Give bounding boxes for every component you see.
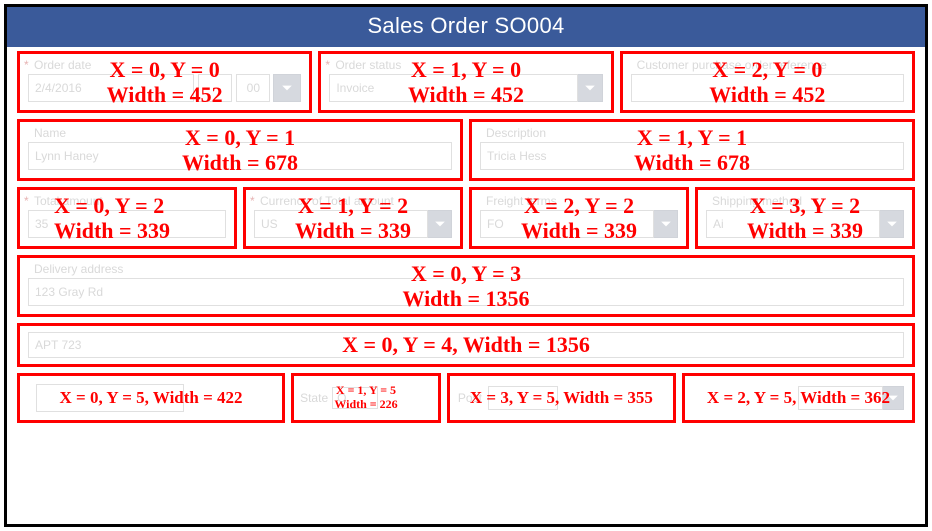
cell-order-status: Order status Invoice X = 1, Y = 0 Width … — [318, 51, 613, 113]
cell-delivery-address: Delivery address 123 Gray Rd X = 0, Y = … — [17, 255, 915, 317]
row-3: Delivery address 123 Gray Rd X = 0, Y = … — [17, 255, 915, 317]
delivery-address-input[interactable]: 123 Gray Rd — [28, 278, 904, 306]
label-order-status: Order status — [335, 58, 602, 72]
cell-customer-ref: Customer purchase order reference X = 2,… — [620, 51, 915, 113]
title-bar: Sales Order SO004 — [7, 7, 925, 47]
chevron-down-icon — [434, 218, 446, 230]
label-postal: Post — [458, 391, 482, 405]
cell-postal: Post X = 3, Y = 5, Width = 355 — [447, 373, 676, 423]
shipping-select[interactable]: Ai — [706, 210, 880, 238]
cell-total-amount: Total amount 35 X = 0, Y = 2 Width = 339 — [17, 187, 237, 249]
currency-select[interactable]: US — [254, 210, 428, 238]
cell-state: State O X = 1, Y = 5 Width = 226 — [291, 373, 441, 423]
label-customer-ref: Customer purchase order reference — [637, 58, 904, 72]
label-shipping: Shipping method — [712, 194, 904, 208]
cell-description: Description Tricia Hess X = 1, Y = 1 Wid… — [469, 119, 915, 181]
row-0: Order date 2/4/2016 00 X = 0, Y = 0 Widt… — [17, 51, 915, 113]
label-name: Name — [34, 126, 452, 140]
chevron-down-icon — [281, 82, 293, 94]
cell-address-line2: APT 723 X = 0, Y = 4, Width = 1356 — [17, 323, 915, 367]
country-dropdown[interactable] — [882, 386, 904, 410]
chevron-down-icon — [887, 392, 899, 404]
customer-ref-input[interactable] — [631, 74, 904, 102]
label-currency: Currency of Total amount — [260, 194, 452, 208]
window-frame: Sales Order SO004 Order date 2/4/2016 00… — [4, 4, 928, 527]
row-2: Total amount 35 X = 0, Y = 2 Width = 339… — [17, 187, 915, 249]
currency-dropdown[interactable] — [427, 210, 452, 238]
country-select[interactable] — [798, 386, 883, 410]
row-5: X = 0, Y = 5, Width = 422 State O X = 1,… — [17, 373, 915, 423]
label-freight: Freight terms — [486, 194, 678, 208]
label-state: State — [300, 391, 328, 405]
name-input[interactable]: Lynn Haney — [28, 142, 452, 170]
order-status-select[interactable]: Invoice — [329, 74, 578, 102]
freight-dropdown[interactable] — [653, 210, 678, 238]
order-status-dropdown[interactable] — [577, 74, 603, 102]
chevron-down-icon — [660, 218, 672, 230]
row-4: APT 723 X = 0, Y = 4, Width = 1356 — [17, 323, 915, 367]
state-select[interactable]: O — [332, 387, 378, 409]
window-title: Sales Order SO004 — [367, 13, 564, 38]
order-date-input[interactable]: 2/4/2016 — [28, 74, 194, 102]
row-1: Name Lynn Haney X = 0, Y = 1 Width = 678… — [17, 119, 915, 181]
chevron-down-icon — [886, 218, 898, 230]
description-input[interactable]: Tricia Hess — [480, 142, 904, 170]
label-total-amount: Total amount — [34, 194, 226, 208]
form-area: Order date 2/4/2016 00 X = 0, Y = 0 Widt… — [7, 47, 925, 522]
label-description: Description — [486, 126, 904, 140]
cell-name: Name Lynn Haney X = 0, Y = 1 Width = 678 — [17, 119, 463, 181]
postal-input[interactable] — [488, 386, 558, 410]
city-input[interactable] — [36, 384, 184, 412]
order-date-hour[interactable] — [198, 74, 232, 102]
label-delivery-address: Delivery address — [34, 262, 904, 276]
shipping-dropdown[interactable] — [879, 210, 904, 238]
cell-shipping: Shipping method Ai X = 3, Y = 2 Width = … — [695, 187, 915, 249]
total-amount-input[interactable]: 35 — [28, 210, 226, 238]
label-order-date: Order date — [34, 58, 301, 72]
cell-country: X = 2, Y = 5, Width = 362 — [682, 373, 915, 423]
order-date-dropdown[interactable] — [273, 74, 301, 102]
order-date-min[interactable]: 00 — [236, 74, 270, 102]
cell-order-date: Order date 2/4/2016 00 X = 0, Y = 0 Widt… — [17, 51, 312, 113]
freight-select[interactable]: FO — [480, 210, 654, 238]
cell-city: X = 0, Y = 5, Width = 422 — [17, 373, 285, 423]
cell-freight: Freight terms FO X = 2, Y = 2 Width = 33… — [469, 187, 689, 249]
address-line2-input[interactable]: APT 723 — [28, 332, 904, 358]
cell-currency: Currency of Total amount US X = 1, Y = 2… — [243, 187, 463, 249]
chevron-down-icon — [584, 82, 596, 94]
